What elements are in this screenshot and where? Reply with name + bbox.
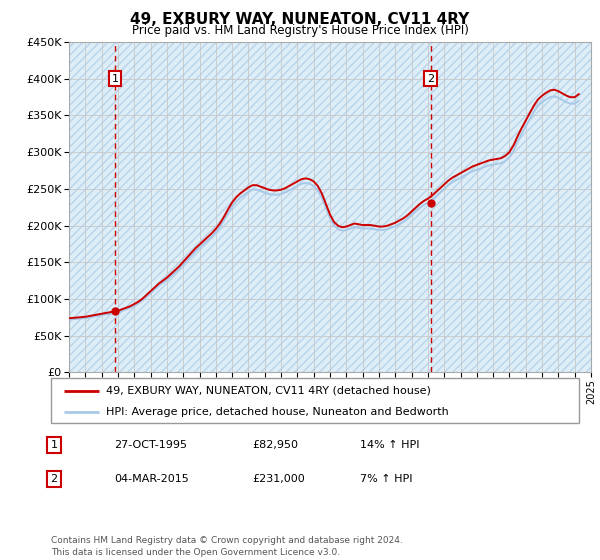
Text: 7% ↑ HPI: 7% ↑ HPI <box>360 474 413 484</box>
Text: 1: 1 <box>112 74 119 83</box>
Text: 2: 2 <box>427 74 434 83</box>
Text: Contains HM Land Registry data © Crown copyright and database right 2024.
This d: Contains HM Land Registry data © Crown c… <box>51 536 403 557</box>
Text: Price paid vs. HM Land Registry's House Price Index (HPI): Price paid vs. HM Land Registry's House … <box>131 24 469 37</box>
Text: 27-OCT-1995: 27-OCT-1995 <box>114 440 187 450</box>
Text: 49, EXBURY WAY, NUNEATON, CV11 4RY: 49, EXBURY WAY, NUNEATON, CV11 4RY <box>130 12 470 27</box>
Text: £82,950: £82,950 <box>252 440 298 450</box>
Text: 14% ↑ HPI: 14% ↑ HPI <box>360 440 419 450</box>
Text: 49, EXBURY WAY, NUNEATON, CV11 4RY (detached house): 49, EXBURY WAY, NUNEATON, CV11 4RY (deta… <box>106 385 431 395</box>
Text: 2: 2 <box>50 474 58 484</box>
Text: HPI: Average price, detached house, Nuneaton and Bedworth: HPI: Average price, detached house, Nune… <box>106 407 449 417</box>
Text: 04-MAR-2015: 04-MAR-2015 <box>114 474 189 484</box>
Text: £231,000: £231,000 <box>252 474 305 484</box>
Text: 1: 1 <box>50 440 58 450</box>
FancyBboxPatch shape <box>51 378 579 423</box>
